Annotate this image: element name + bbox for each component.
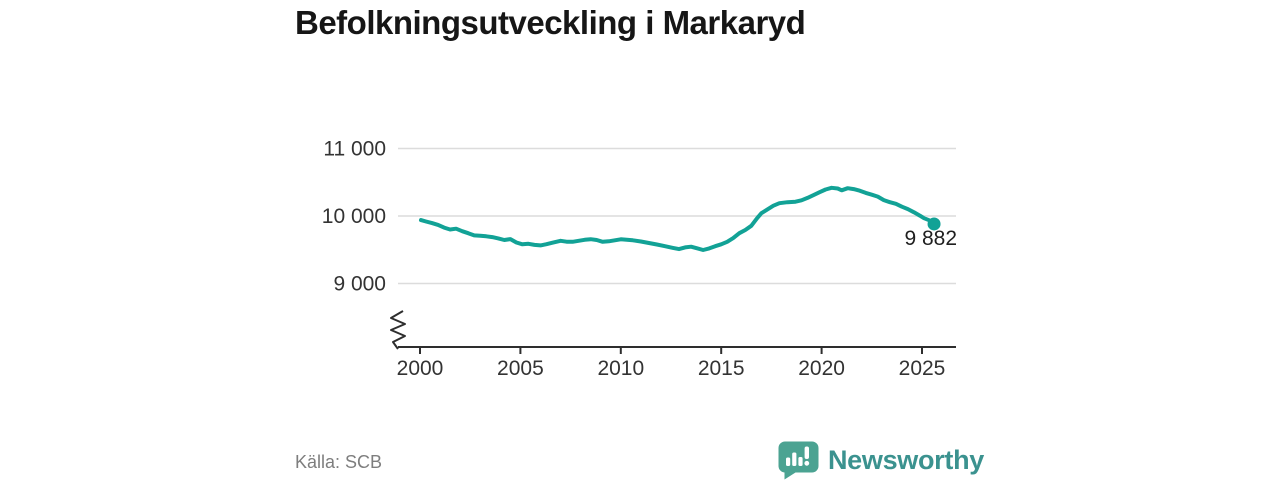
brand-logo: Newsworthy xyxy=(778,441,984,480)
axis-break-icon xyxy=(390,310,406,350)
x-tick-label-2005: 2005 xyxy=(497,357,544,380)
chart-title: Befolkningsutveckling i Markaryd xyxy=(295,4,806,41)
y-tick-label-9000: 9 000 xyxy=(333,273,386,296)
population-line xyxy=(419,185,936,252)
end-point-dot xyxy=(927,217,941,231)
newsworthy-icon xyxy=(778,441,819,480)
x-tick-label-2020: 2020 xyxy=(798,357,845,380)
x-tick-label-2025: 2025 xyxy=(899,357,946,380)
x-tick-label-2010: 2010 xyxy=(597,357,644,380)
y-tick-label-10000: 10 000 xyxy=(322,205,386,228)
y-tick-label-11000: 11 000 xyxy=(323,138,386,161)
x-tick-label-2000: 2000 xyxy=(397,357,444,380)
end-value-label: 9 882 xyxy=(904,227,957,250)
brand-name: Newsworthy xyxy=(827,445,984,475)
exclamation-dot xyxy=(804,460,810,466)
exclamation-bar xyxy=(804,446,809,459)
bar-chart-glyph xyxy=(785,446,810,466)
source-label: Källa: SCB xyxy=(295,452,383,472)
x-tick-label-2015: 2015 xyxy=(698,357,745,380)
